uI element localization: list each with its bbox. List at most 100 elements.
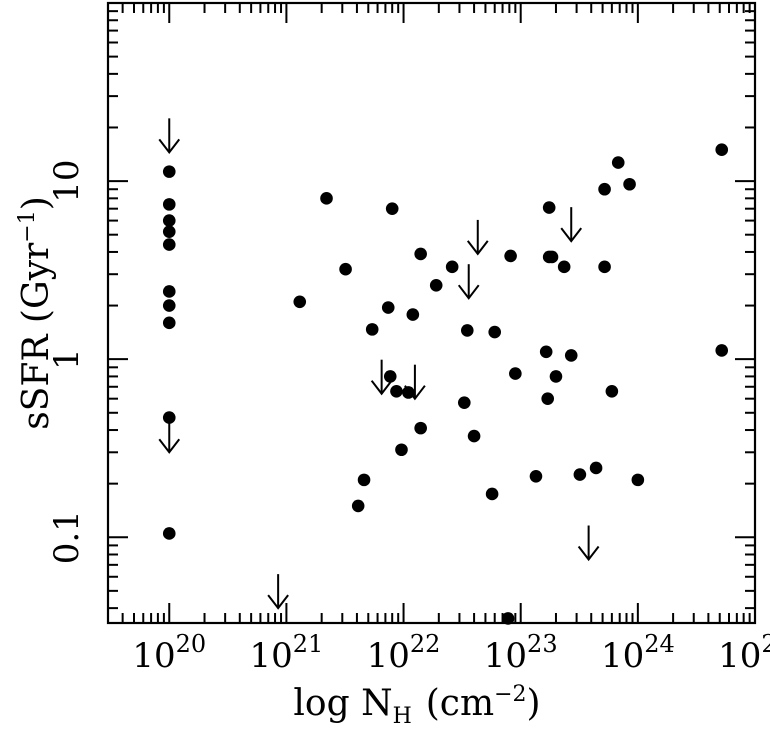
- data-point: [488, 325, 502, 339]
- data-point: [605, 385, 619, 398]
- y-axis-label-end: ): [16, 196, 57, 210]
- data-point: [293, 295, 307, 309]
- y-tick-label: 0.1: [47, 510, 87, 564]
- data-point: [457, 396, 471, 409]
- upper-limit-arrow: [158, 118, 181, 154]
- data-point: [414, 421, 427, 435]
- arrow-head: [158, 138, 181, 154]
- x-tick-labels: 102010211022102310241025: [132, 630, 770, 676]
- data-point: [365, 323, 379, 336]
- upper-limit-arrow: [158, 418, 181, 454]
- y-axis-label-sup: −1: [15, 210, 40, 242]
- data-point: [320, 192, 333, 205]
- data-point: [541, 392, 554, 405]
- upper-limit-arrow: [466, 219, 489, 256]
- y-axis-label: sSFR (Gyr−1): [15, 196, 57, 430]
- upper-limit-arrow: [577, 525, 600, 562]
- data-point: [598, 182, 611, 196]
- data-point: [715, 143, 729, 157]
- x-axis-label-sub: H: [393, 704, 412, 729]
- data-point: [357, 473, 371, 487]
- x-tick-label-base: 10: [601, 636, 644, 676]
- y-axis-label-main: sSFR (Gyr: [16, 242, 57, 430]
- upper-limit-arrows: [158, 118, 600, 610]
- data-point: [539, 345, 553, 359]
- data-point: [162, 238, 176, 251]
- x-tick-label-base: 10: [249, 636, 292, 676]
- data-point: [504, 249, 517, 263]
- x-tick-label-base: 10: [484, 636, 527, 676]
- y-tick-label: 1: [47, 348, 87, 370]
- data-point: [545, 250, 559, 264]
- upper-limit-arrow: [560, 207, 583, 243]
- arrow-head: [560, 227, 583, 243]
- x-axis-label-unit-end: ): [527, 683, 541, 724]
- data-point: [429, 278, 443, 292]
- data-point: [385, 202, 399, 215]
- arrow-head: [457, 284, 480, 300]
- upper-limit-arrow: [404, 364, 426, 401]
- data-point: [406, 308, 420, 321]
- data-point: [509, 367, 522, 380]
- data-point: [162, 225, 176, 238]
- data-point: [623, 177, 636, 191]
- data-point: [631, 473, 645, 487]
- arrow-head: [370, 380, 393, 396]
- x-tick-label-exp: 20: [176, 630, 207, 658]
- major-ticks: [108, 2, 756, 623]
- x-tick-label-exp: 22: [410, 630, 441, 658]
- x-axis-label-unit-sup: −2: [494, 682, 526, 707]
- upper-limit-arrow: [457, 264, 480, 300]
- data-point: [501, 612, 515, 625]
- x-tick-label-exp: 25: [761, 630, 770, 658]
- data-point: [557, 260, 571, 274]
- arrow-head: [158, 438, 181, 454]
- data-point: [381, 301, 395, 314]
- arrow-head: [466, 240, 489, 256]
- arrow-head: [404, 385, 426, 401]
- x-axis-label-unit: (cm: [426, 683, 494, 724]
- data-point: [598, 260, 611, 274]
- plot-frame: [106, 1, 757, 625]
- data-point: [162, 527, 176, 540]
- data-point: [589, 461, 603, 475]
- upper-limit-arrow: [370, 359, 393, 396]
- y-tick-labels: 0.1 1 10: [47, 159, 87, 564]
- data-point: [460, 324, 474, 337]
- x-tick-label: 1022: [367, 630, 441, 676]
- data-point: [162, 198, 176, 211]
- y-tick-label: 10: [47, 159, 87, 202]
- x-axis-label: log NH (cm−2): [293, 682, 540, 729]
- upper-limit-arrow: [267, 574, 289, 610]
- x-tick-label-exp: 21: [293, 630, 324, 658]
- minor-ticks: [107, 3, 755, 623]
- data-point: [467, 429, 481, 443]
- x-tick-label-exp: 23: [527, 630, 558, 658]
- x-tick-label-base: 10: [367, 636, 410, 676]
- x-tick-label: 1021: [249, 630, 323, 676]
- data-point: [414, 247, 427, 261]
- data-point: [542, 201, 556, 214]
- data-points: [162, 143, 729, 625]
- x-tick-label: 1024: [601, 630, 675, 676]
- x-tick-label: 1025: [718, 630, 770, 676]
- x-tick-label-base: 10: [718, 636, 761, 676]
- data-point: [390, 385, 403, 398]
- data-point: [715, 344, 729, 357]
- data-point: [162, 299, 176, 312]
- x-tick-label-base: 10: [132, 636, 175, 676]
- data-point: [573, 468, 587, 481]
- arrow-head: [577, 545, 600, 562]
- data-point: [162, 214, 176, 227]
- data-point: [611, 156, 625, 169]
- data-point: [485, 487, 499, 501]
- data-point: [162, 411, 176, 424]
- data-point: [395, 443, 408, 457]
- data-point: [383, 370, 397, 383]
- data-point: [162, 285, 176, 298]
- data-point: [351, 499, 365, 513]
- arrow-head: [267, 594, 289, 610]
- data-point: [162, 316, 176, 330]
- data-point: [162, 165, 176, 178]
